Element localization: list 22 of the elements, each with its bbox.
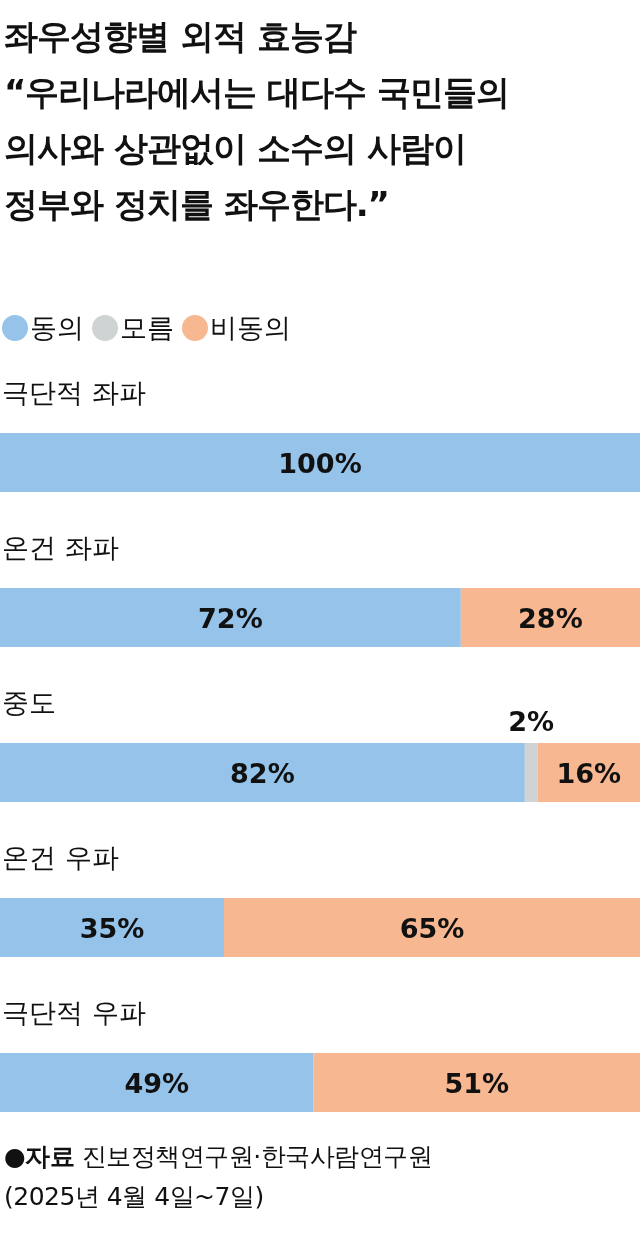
data-label: 28% <box>518 602 583 634</box>
legend-label: 비동의 <box>209 311 291 345</box>
data-label: 35% <box>79 912 145 944</box>
data-label: 82% <box>230 757 295 789</box>
data-label: 72% <box>198 602 263 634</box>
data-label: 2% <box>508 706 555 737</box>
y-tick-label: 온건 우파 <box>2 841 119 875</box>
data-label: 51% <box>444 1067 510 1099</box>
chart-title: 좌우성향별 외적 효능감 <box>4 15 358 58</box>
text: ●자료 진보정책연구원·한국사람연구원 <box>4 1141 433 1173</box>
data-label: 49% <box>124 1067 190 1099</box>
data-label: 16% <box>556 757 622 789</box>
y-tick-label: 극단적 좌파 <box>2 376 146 410</box>
legend-label: 동의 <box>29 311 84 345</box>
data-label: 100% <box>278 447 362 479</box>
chart-subtitle: “우리나라에서는 대다수 국민들의 의사와 상관없이 소수의 사람이 정부와 정치를 좌우한다.” <box>4 71 511 226</box>
y-tick-label: 중도 <box>2 686 56 720</box>
y-tick-label: 극단적 우파 <box>2 996 146 1030</box>
y-tick-label: 온건 좌파 <box>2 531 119 565</box>
legend-label: 모름 <box>119 311 174 345</box>
text: (2025년 4월 4일~7일) <box>4 1181 264 1213</box>
data-label: 65% <box>399 912 465 944</box>
